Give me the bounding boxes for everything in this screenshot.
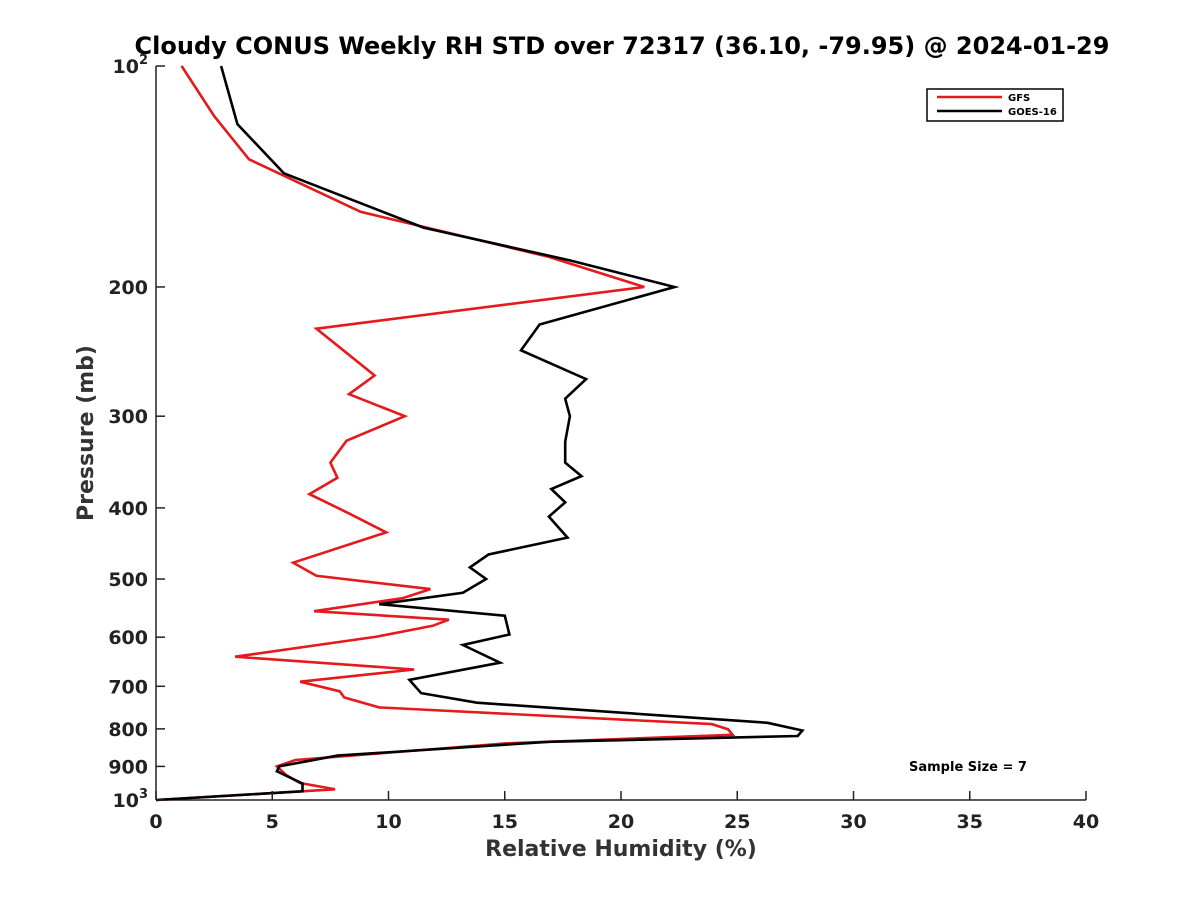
chart-title: Cloudy CONUS Weekly RH STD over 72317 (3… [135,32,1110,60]
y-tick-label: 500 [108,569,148,591]
y-tick-label: 102 [113,53,149,78]
y-tick-label: 600 [108,627,148,649]
x-tick-label: 35 [957,811,983,833]
legend: GFS GOES-16 [926,88,1064,122]
y-tick-label: 300 [108,406,148,428]
legend-label-gfs: GFS [1008,93,1030,104]
x-tick-label: 15 [492,811,518,833]
y-tick-label: 400 [108,498,148,520]
series-line-goes16 [155,65,805,802]
x-tick-label: 25 [724,811,750,833]
y-tick-label: 700 [108,676,148,698]
x-tick-label: 5 [266,811,279,833]
legend-box [926,88,1064,122]
plot-area: 0 5 10 15 20 25 30 35 40 102 200 300 400 500 600 700 80… [108,53,1099,833]
series-line-gfs [155,65,736,802]
x-tick-label: 40 [1073,811,1099,833]
x-tick-label: 10 [375,811,401,833]
x-axis-ticks: 0 5 10 15 20 25 30 35 40 [149,791,1099,833]
x-tick-label: 20 [608,811,634,833]
y-axis-label: Pressure (mb) [74,345,99,521]
x-tick-label: 30 [840,811,866,833]
y-tick-label: 900 [108,756,148,778]
y-tick-label: 200 [108,277,148,299]
y-tick-label: 103 [113,787,149,812]
y-tick-label: 800 [108,719,148,741]
legend-label-goes16: GOES-16 [1008,107,1057,118]
x-tick-label: 0 [149,811,162,833]
sample-size-annotation: Sample Size = 7 [909,760,1027,775]
series-layer [155,65,805,802]
y-axis-ticks: 102 200 300 400 500 600 700 800 900 103 [108,53,165,812]
x-axis-label: Relative Humidity (%) [485,837,757,862]
